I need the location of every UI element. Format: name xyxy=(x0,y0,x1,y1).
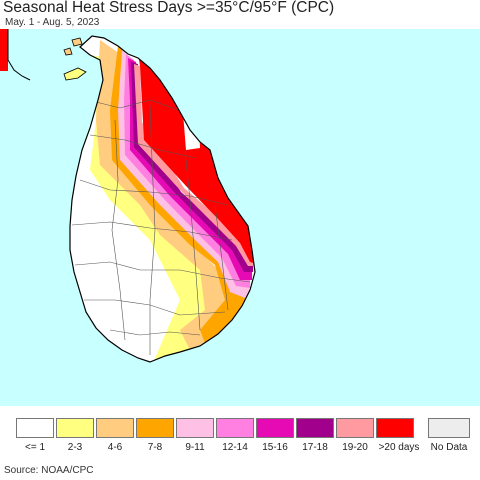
legend-swatch-7-8 xyxy=(136,418,174,438)
legend-label-9-11: 9-11 xyxy=(185,442,205,453)
legend-label-no-data: No Data xyxy=(430,442,468,453)
heat-stress-map xyxy=(0,29,480,406)
legend-label-17-18: 17-18 xyxy=(302,442,328,453)
legend-swatch-over-20 xyxy=(376,418,414,438)
legend-label-19-20: 19-20 xyxy=(342,442,368,453)
legend-swatch-9-11 xyxy=(176,418,214,438)
legend-swatch-4-6 xyxy=(96,418,134,438)
map-title: Seasonal Heat Stress Days >=35°C/95°F (C… xyxy=(3,0,335,16)
legend-label-le-1: <= 1 xyxy=(24,442,46,453)
legend-swatch-no-data xyxy=(428,418,470,438)
legend-label-15-16: 15-16 xyxy=(262,442,288,453)
legend-label-4-6: 4-6 xyxy=(107,442,123,453)
district-boundaries xyxy=(71,99,251,355)
jaffna-islets xyxy=(63,37,83,56)
legend-swatch-15-16 xyxy=(256,418,294,438)
legend-swatch-12-14 xyxy=(216,418,254,438)
india-coast-fragment xyxy=(0,29,8,71)
legend-swatch-17-18 xyxy=(296,418,334,438)
india-coast-outline xyxy=(7,29,31,81)
legend-label-12-14: 12-14 xyxy=(222,442,248,453)
map-legend: <= 1 2-3 4-6 7-8 9-11 12-14 15-16 17-18 … xyxy=(12,418,472,458)
legend-swatch-le-1 xyxy=(16,418,54,438)
sri-lanka-outline xyxy=(69,35,256,363)
source-credit: Source: NOAA/CPC xyxy=(4,465,94,476)
legend-swatch-19-20 xyxy=(336,418,374,438)
legend-label-over-20: >20 days xyxy=(378,442,420,453)
legend-label-7-8: 7-8 xyxy=(147,442,163,453)
legend-label-2-3: 2-3 xyxy=(67,442,83,453)
mannar-island xyxy=(63,67,87,81)
map-subtitle: May. 1 - Aug. 5, 2023 xyxy=(5,17,100,28)
legend-swatch-2-3 xyxy=(56,418,94,438)
